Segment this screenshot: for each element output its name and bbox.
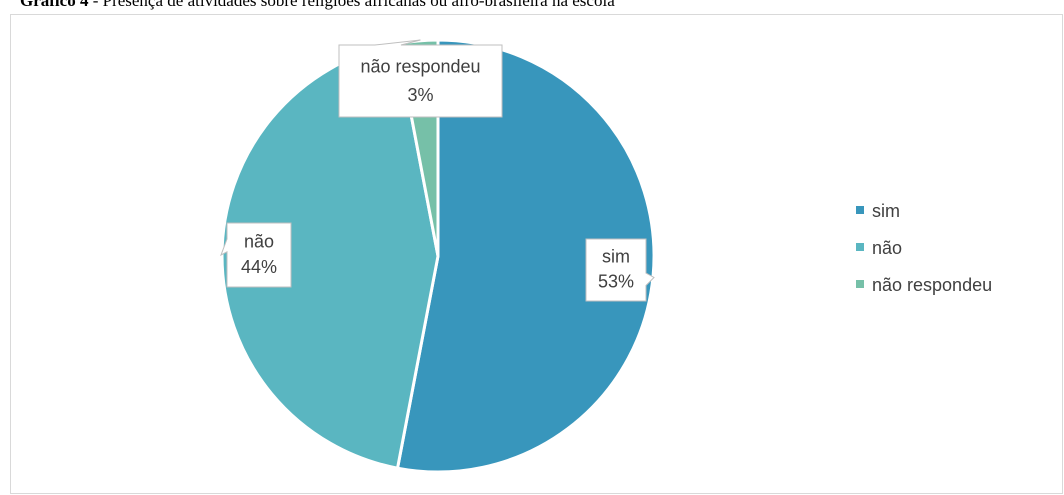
data-label-value: 3% (407, 85, 433, 105)
legend-item-n-o-respondeu: não respondeu (856, 275, 992, 295)
data-label-category: não respondeu (360, 56, 480, 76)
data-label-n-o: não 44% (220, 222, 292, 288)
data-label-sim: sim 53% (585, 238, 655, 302)
legend-item-sim: sim (856, 201, 900, 221)
data-label-value: 44% (241, 257, 277, 277)
data-label-n-o-respondeu: não respondeu 3% (338, 39, 503, 118)
pie-slice-n-o (220, 42, 440, 470)
legend-label: sim (872, 201, 900, 221)
legend-swatch (856, 206, 864, 214)
data-label-category: sim (602, 247, 630, 267)
chart-frame (10, 14, 1063, 494)
data-label-category: não (244, 231, 274, 251)
legend-label: não respondeu (872, 275, 992, 295)
legend-label: não (872, 238, 902, 258)
pie-slice-sim (395, 38, 656, 474)
legend-swatch (856, 280, 864, 288)
data-label-value: 53% (598, 271, 634, 291)
chart-title-number: Gráfico 4 (20, 0, 89, 10)
legend-swatch (856, 243, 864, 251)
chart-title: Gráfico 4 - Presença de atividades sobre… (20, 0, 615, 11)
chart-title-text: - Presença de atividades sobre religiões… (88, 0, 615, 10)
legend-item-n-o: não (856, 238, 902, 258)
